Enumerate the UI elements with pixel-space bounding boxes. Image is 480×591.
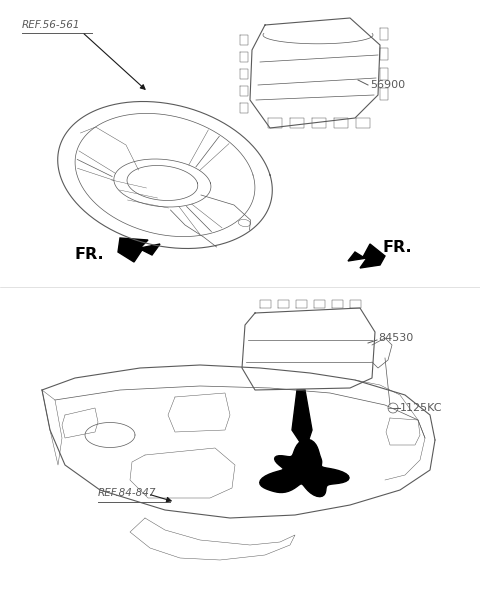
- Polygon shape: [348, 244, 385, 268]
- Text: 56900: 56900: [370, 80, 405, 90]
- Text: FR.: FR.: [383, 240, 413, 255]
- Text: REF.56-561: REF.56-561: [22, 20, 81, 30]
- Polygon shape: [260, 439, 349, 496]
- Text: 1125KC: 1125KC: [400, 403, 443, 413]
- Polygon shape: [118, 238, 160, 262]
- Polygon shape: [292, 390, 312, 442]
- Text: REF.84-847: REF.84-847: [98, 488, 156, 498]
- Text: FR.: FR.: [75, 247, 105, 262]
- Text: 84530: 84530: [378, 333, 413, 343]
